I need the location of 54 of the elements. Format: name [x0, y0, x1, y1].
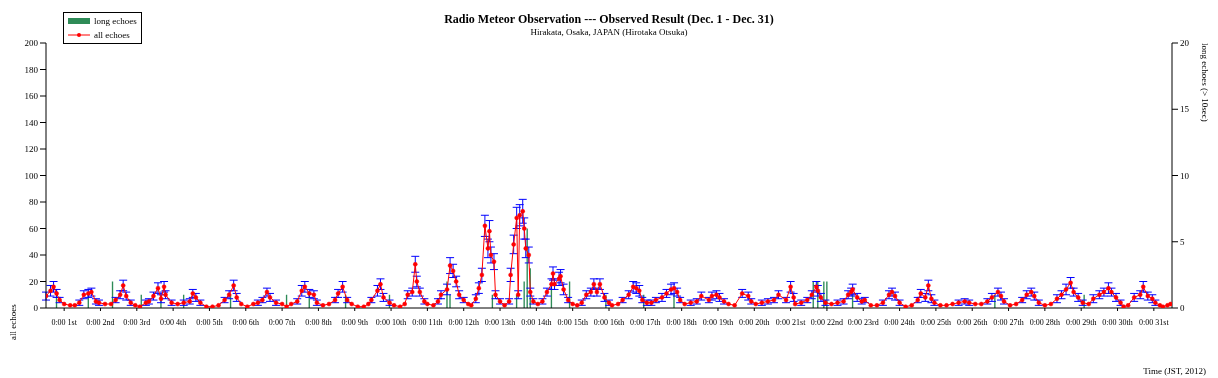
x-tick-label: 0:00 2nd [86, 318, 115, 327]
x-tick-label: 0:00 21st [775, 318, 807, 327]
x-tick-label: 0:00 13th [484, 318, 516, 327]
x-tick-label: 0:00 20th [739, 318, 770, 327]
y-tick-label: 40 [29, 250, 39, 261]
y-tick-label: 0 [33, 303, 39, 314]
y-tick-label: 60 [29, 223, 39, 234]
x-tick-label: 0:00 12th [448, 318, 479, 327]
x-tick-label: 0:00 10th [375, 318, 407, 327]
legend-label: all echoes [94, 30, 130, 40]
x-tick-label: 0:00 28th [1029, 318, 1061, 327]
x-tick-label: 0:00 11th [412, 318, 443, 327]
x-tick-label: 0:00 7th [268, 318, 296, 327]
x-tick-label: 0:00 23rd [847, 318, 879, 327]
x-tick-label: 0:00 19th [702, 318, 734, 327]
x-tick-label: 0:00 1st [51, 318, 78, 327]
y-axis-title: all echoes [8, 303, 18, 340]
y-tick-label: 80 [29, 197, 39, 208]
y-tick-label: 160 [24, 91, 39, 102]
x-tick-label: 0:00 25th [920, 318, 952, 327]
y-tick-label: 180 [24, 64, 39, 75]
x-tick-label: 0:00 24th [884, 318, 915, 327]
x-tick-label: 0:00 8th [305, 318, 332, 327]
legend-label: long echoes [94, 16, 137, 26]
x-tick-label: 0:00 16th [593, 318, 625, 327]
y-tick-label: 120 [24, 144, 39, 155]
y2-axis-title: long echoes (> 10sec) [1200, 43, 1210, 124]
x-axis-title: Time (JST, 2012) [1143, 366, 1206, 376]
y2-tick-label: 5 [1180, 236, 1185, 247]
x-tick-label: 0:00 15th [557, 318, 588, 327]
x-tick-label: 0:00 27th [993, 318, 1024, 327]
y2-tick-label: 15 [1180, 104, 1190, 115]
x-tick-label: 0:00 6th [232, 318, 259, 327]
y-tick-label: 140 [24, 117, 39, 128]
y-tick-label: 200 [24, 38, 39, 49]
x-tick-label: 0:00 26th [957, 318, 988, 327]
x-tick-label: 0:00 3rd [123, 318, 151, 327]
chart-subtitle: Hirakata, Osaka, JAPAN (Hirotaka Otsuka) [530, 27, 688, 37]
y2-tick-label: 20 [1180, 38, 1190, 49]
y2-tick-label: 0 [1180, 303, 1185, 314]
x-tick-label: 0:00 31st [1139, 318, 1170, 327]
chart-title: Radio Meteor Observation --- Observed Result (Dec. 1 - Dec. 31) [444, 12, 774, 26]
x-tick-label: 0:00 14th [521, 318, 552, 327]
x-tick-label: 0:00 9th [341, 318, 368, 327]
x-tick-label: 0:00 30th [1102, 318, 1133, 327]
x-tick-label: 0:00 17th [630, 318, 661, 327]
y-tick-label: 20 [29, 276, 39, 287]
x-tick-label: 0:00 22nd [810, 318, 844, 327]
y2-tick-label: 10 [1180, 170, 1190, 181]
y-tick-label: 100 [24, 170, 39, 181]
x-tick-label: 0:00 18th [666, 318, 697, 327]
x-tick-label: 0:00 5th [196, 318, 223, 327]
x-tick-label: 0:00 4th [159, 318, 187, 327]
x-tick-label: 0:00 29th [1065, 318, 1097, 327]
